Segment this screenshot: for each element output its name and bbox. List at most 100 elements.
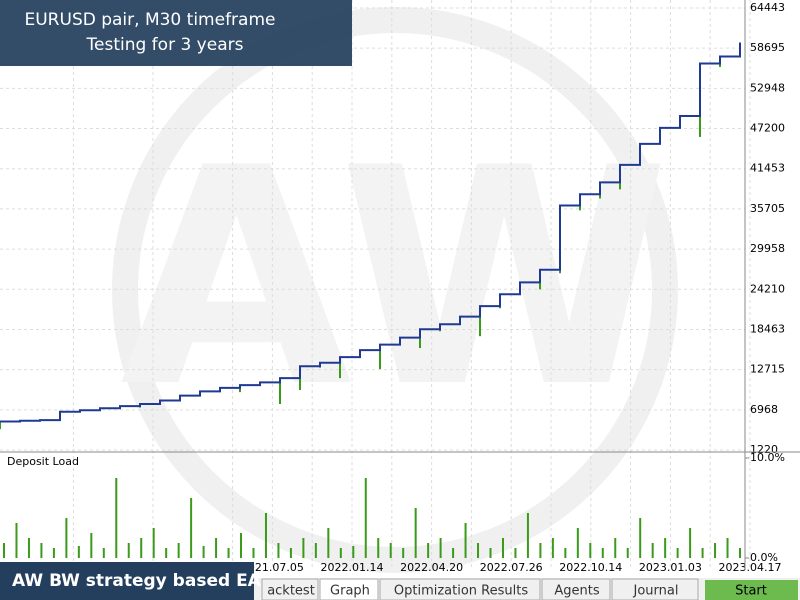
deposit-bar xyxy=(601,548,604,558)
tab[interactable] xyxy=(611,578,699,600)
deposit-bar xyxy=(664,538,667,558)
deposit-bar xyxy=(589,543,592,558)
deposit-bar xyxy=(240,533,243,558)
deposit-bar xyxy=(726,538,729,558)
deposit-bar xyxy=(477,543,480,558)
deposit-bar xyxy=(551,538,554,558)
deposit-bar xyxy=(352,546,355,558)
deposit-bar xyxy=(289,548,292,558)
deposit-bar xyxy=(714,543,717,558)
deposit-bar xyxy=(115,478,118,558)
deposit-bar xyxy=(140,538,143,558)
y-tick-label: 29958 xyxy=(750,242,785,255)
y-tick-label: 0.0% xyxy=(750,551,778,564)
y-tick-label: 52948 xyxy=(750,81,785,94)
tab-label[interactable]: Optimization Results xyxy=(394,584,528,599)
y-tick-label: 41453 xyxy=(750,162,785,175)
deposit-bar xyxy=(339,548,342,558)
deposit-bar xyxy=(626,548,629,558)
x-tick-label: 2021.07.05 xyxy=(241,561,304,574)
deposit-bar xyxy=(526,513,529,558)
deposit-bar xyxy=(427,543,430,558)
deposit-bar xyxy=(389,543,392,558)
tab[interactable] xyxy=(261,578,319,600)
tab[interactable] xyxy=(541,578,611,600)
tab-label[interactable]: Graph xyxy=(330,584,370,599)
deposit-bar xyxy=(402,548,405,558)
tab-label[interactable]: Agents xyxy=(554,584,599,599)
footer-title: AW BW strategy based EA xyxy=(12,571,262,591)
x-tick-label: 2023.01.03 xyxy=(639,561,702,574)
x-tick-label: 2023.04.17 xyxy=(719,561,782,574)
deposit-bar xyxy=(277,543,280,558)
deposit-bar xyxy=(77,546,80,558)
deposit-bar xyxy=(452,548,455,558)
y-tick-label: 12715 xyxy=(750,363,785,376)
deposit-bar xyxy=(314,543,317,558)
deposit-bar xyxy=(564,548,567,558)
balance-line xyxy=(0,42,741,423)
deposit-bar xyxy=(215,538,218,558)
deposit-bar xyxy=(3,543,5,558)
deposit-bar xyxy=(489,548,492,558)
deposit-bar xyxy=(327,528,330,558)
deposit-bar xyxy=(651,543,654,558)
watermark: AW xyxy=(120,104,670,453)
start-button[interactable] xyxy=(705,580,798,600)
x-tick-label: 2022.04.20 xyxy=(400,561,463,574)
deposit-bar xyxy=(102,548,105,558)
deposit-bar xyxy=(464,523,467,558)
deposit-bar xyxy=(439,538,442,558)
deposit-bar xyxy=(501,538,504,558)
deposit-bar xyxy=(614,538,617,558)
tab-label[interactable]: acktest xyxy=(267,584,315,599)
deposit-bar xyxy=(190,498,193,558)
y-tick-label: 58695 xyxy=(750,41,785,54)
tab[interactable] xyxy=(379,578,541,600)
deposit-bar xyxy=(377,538,380,558)
deposit-bar xyxy=(202,546,205,558)
deposit-bar xyxy=(639,518,642,558)
deposit-bar xyxy=(227,548,230,558)
deposit-bar xyxy=(676,548,679,558)
y-tick-label: 10.0% xyxy=(750,451,785,464)
tab-label[interactable]: Journal xyxy=(633,584,679,599)
y-tick-label: 35705 xyxy=(750,202,785,215)
y-tick-label: 1220 xyxy=(750,443,778,456)
info-banner xyxy=(0,0,352,66)
deposit-bar xyxy=(414,508,417,558)
banner-line: Testing for 3 years xyxy=(86,35,244,55)
x-tick-label: 2022.10.14 xyxy=(559,561,622,574)
deposit-bar xyxy=(65,518,68,558)
tab[interactable] xyxy=(319,578,379,600)
y-tick-label: 47200 xyxy=(750,122,785,135)
deposit-bar xyxy=(252,548,255,558)
watermark-ring xyxy=(112,7,678,573)
x-tick-label: 2022.01.14 xyxy=(321,561,384,574)
deposit-bar xyxy=(127,543,130,558)
deposit-bar xyxy=(514,548,517,558)
deposit-bar xyxy=(302,538,305,558)
footer-banner xyxy=(0,562,254,600)
deposit-bar xyxy=(52,548,55,558)
y-tick-label: 18463 xyxy=(750,322,785,335)
deposit-bar xyxy=(90,533,93,558)
deposit-bar xyxy=(739,548,741,558)
deposit-bar xyxy=(165,548,168,558)
deposit-bar xyxy=(576,528,579,558)
y-tick-label: 6968 xyxy=(750,403,778,416)
y-tick-label: 24210 xyxy=(750,282,785,295)
banner-line: EURUSD pair, M30 timeframe xyxy=(25,10,276,30)
deposit-bar xyxy=(152,528,155,558)
deposit-bar xyxy=(40,543,43,558)
deposit-bar xyxy=(15,523,18,558)
start-button-label[interactable]: Start xyxy=(735,584,767,599)
deposit-bar xyxy=(177,543,180,558)
deposit-bar xyxy=(264,513,267,558)
deposit-bar xyxy=(364,478,367,558)
deposit-bar xyxy=(27,538,30,558)
deposit-bar xyxy=(701,548,704,558)
y-tick-label: 64443 xyxy=(750,1,785,14)
panel-title: Deposit Load xyxy=(7,455,79,468)
